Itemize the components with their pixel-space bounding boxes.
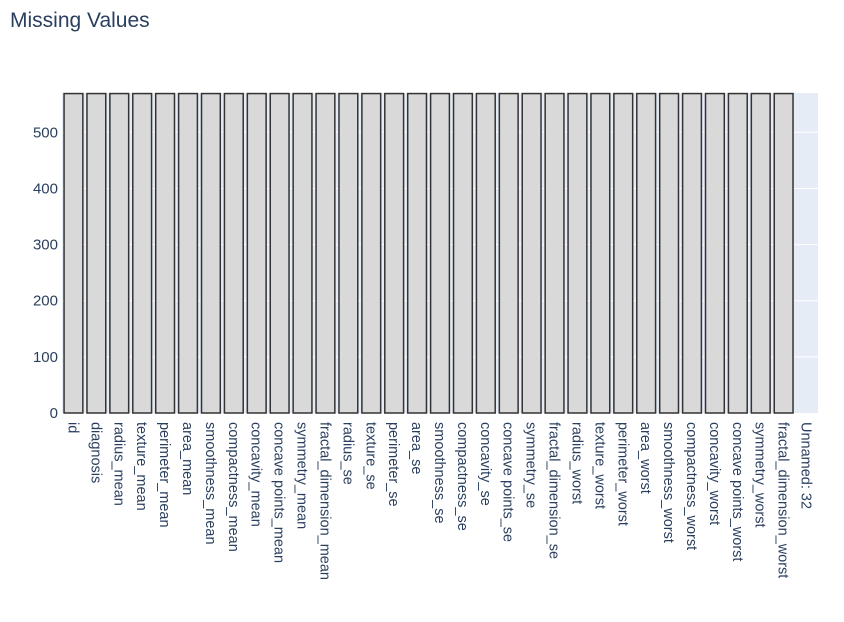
bar[interactable] [475,92,496,414]
bar[interactable] [704,92,726,414]
bar[interactable] [567,92,588,414]
x-tick-label: smoothness_worst [660,422,676,543]
bar[interactable] [86,92,107,414]
x-tick-label: texture_mean [133,422,149,511]
bar[interactable] [590,92,611,414]
x-tick-label: area_worst [637,422,653,494]
bar[interactable] [269,92,290,414]
x-tick-label: area_se [408,422,424,474]
bar[interactable] [292,92,313,414]
bar[interactable] [750,92,771,414]
y-tick-label: 500 [33,124,58,141]
x-tick-label: fractal_dimension_worst [775,422,791,578]
x-tick-label: compactness_se [454,422,470,531]
y-tick-label: 200 [33,293,58,310]
x-tick-label: fractal_dimension_se [546,422,562,559]
x-axis-ticks: id diagnosis radius_mean texture_mean perime… [64,422,813,580]
bar[interactable] [361,92,382,414]
x-tick-label: texture_se [362,422,378,490]
bar[interactable] [177,92,199,414]
bar[interactable] [63,92,84,414]
y-tick-label: 300 [33,237,58,254]
x-tick-label: concave points_mean [271,422,287,563]
bar[interactable] [658,92,680,414]
x-tick-label: radius_se [339,422,355,485]
bar[interactable] [132,92,153,414]
x-tick-label: smoothness_se [431,422,447,524]
x-tick-label: fractal_dimension_mean [316,422,332,580]
y-tick-label: 0 [50,405,58,422]
bar[interactable] [613,92,634,414]
x-tick-label: texture_worst [591,422,607,509]
bar[interactable] [154,92,176,414]
bar[interactable] [727,92,748,414]
x-tick-label: id [64,422,80,433]
x-tick-label: concavity_mean [248,422,264,527]
x-tick-label: area_mean [179,422,195,495]
chart-title: Missing Values [10,9,150,32]
x-tick-label: concave points_worst [729,422,745,561]
x-tick-label: radius_mean [110,422,126,506]
bar[interactable] [109,92,130,414]
x-tick-label: perimeter_worst [614,422,630,526]
y-axis-ticks: 0 100 200 300 400 500 [33,124,58,422]
bar[interactable] [200,92,222,414]
x-tick-label: compactness_mean [225,422,241,552]
x-tick-label: perimeter_se [385,422,401,507]
bar[interactable] [406,92,428,414]
x-tick-label: diagnosis [87,422,103,483]
x-tick-label: concave points_se [500,422,516,542]
bar[interactable] [338,92,359,414]
bar[interactable] [498,92,519,414]
x-tick-label: smoothness_mean [202,422,218,545]
x-tick-label: symmetry_mean [294,422,310,529]
x-tick-label: concavity_se [477,422,493,506]
x-tick-label: symmetry_se [523,422,539,508]
bar[interactable] [384,92,405,414]
x-tick-label: symmetry_worst [752,422,768,528]
bar[interactable] [223,92,244,414]
bar[interactable] [636,92,657,414]
y-tick-label: 400 [33,180,58,197]
x-tick-label: concavity_worst [706,422,722,525]
bar[interactable] [773,92,794,414]
x-tick-label: compactness_worst [683,422,699,550]
x-tick-label: perimeter_mean [156,422,172,528]
y-tick-label: 100 [33,349,58,366]
bar[interactable] [681,92,703,414]
bar[interactable] [315,92,336,414]
x-tick-label: radius_worst [568,422,584,504]
bar[interactable] [521,92,542,414]
bar[interactable] [429,92,451,414]
bar[interactable] [544,92,565,414]
x-tick-label: Unnamed: 32 [798,422,814,509]
bar[interactable] [452,92,474,414]
bars [63,92,794,414]
bar[interactable] [246,92,267,414]
